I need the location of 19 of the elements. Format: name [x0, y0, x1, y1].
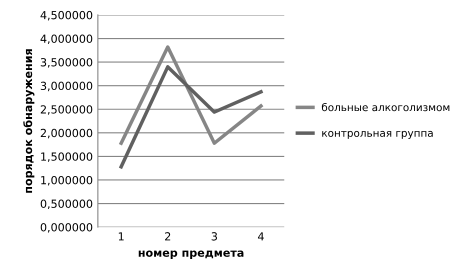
x-tick-label: 3 [212, 232, 218, 241]
y-tick-label: 2,500000 [40, 105, 92, 115]
y-tick-label: 1,000000 [41, 176, 92, 186]
x-tick-label: 2 [165, 232, 170, 240]
y-tick-label: 4,500000 [40, 10, 92, 20]
x-tick-label: 4 [258, 232, 264, 240]
y-tick-label: 0,000000 [40, 223, 92, 233]
x-tick-label: 1 [118, 232, 124, 240]
legend-label: контрольная группа [322, 130, 433, 139]
legend-label: больные алкоголизмом [322, 102, 450, 112]
y-tick-label: 2,000000 [40, 128, 92, 138]
y-tick-label: 3,000000 [40, 82, 92, 92]
y-tick-label: 1,500000 [41, 152, 92, 162]
y-tick-label: 4,000000 [40, 34, 92, 44]
line-series [119, 65, 263, 169]
x-axis-title: номер предмета [138, 250, 244, 260]
y-tick-label: 0,500000 [40, 200, 92, 210]
y-axis-title: порядок обнаружения [23, 49, 34, 193]
y-tick-label: 3,500000 [40, 58, 92, 68]
